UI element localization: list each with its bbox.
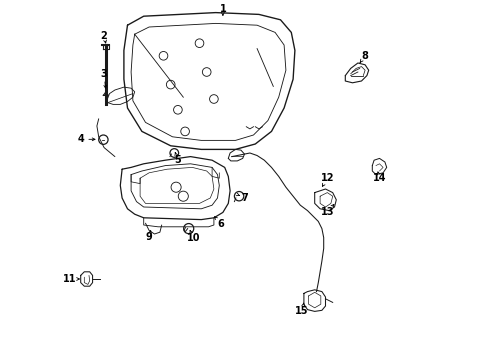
Text: 1: 1 [219,4,226,14]
Text: 13: 13 [320,207,333,217]
Text: 6: 6 [217,219,224,229]
Text: 4: 4 [77,134,84,144]
Text: 9: 9 [145,232,152,242]
Text: 15: 15 [295,306,308,316]
Text: 2: 2 [101,31,107,41]
Text: 7: 7 [241,193,247,203]
Text: 5: 5 [174,155,181,165]
Text: 10: 10 [186,233,200,243]
Text: 11: 11 [63,274,77,284]
Text: 8: 8 [361,51,368,61]
Text: 3: 3 [101,69,107,79]
Text: 12: 12 [320,173,333,183]
Text: 14: 14 [372,173,386,183]
